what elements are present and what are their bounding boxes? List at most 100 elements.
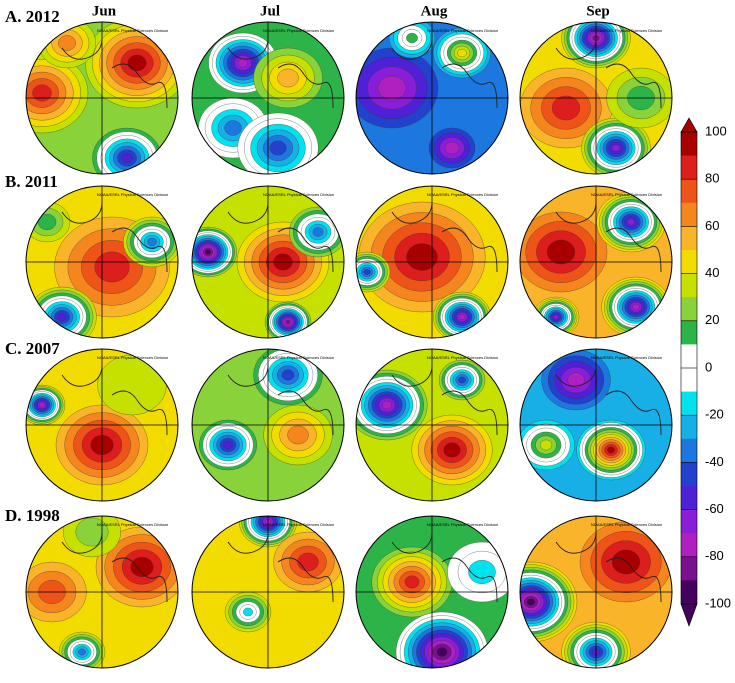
figure: A. 2012 NOAA/ESRL Physical Sciences Divis… (0, 0, 735, 683)
anomaly-contour (457, 49, 466, 57)
anomaly-contour (633, 304, 640, 310)
colorbar-tick-label: -20 (705, 407, 724, 422)
polar-map (485, 516, 672, 682)
credit: NOAA/ESRL Physical Sciences Division (97, 522, 168, 527)
colorbar-segment (681, 203, 697, 227)
anomaly-contour (313, 228, 323, 237)
column-label: Aug (421, 3, 448, 19)
colorbar-tick-label: 40 (705, 265, 719, 280)
anomaly-contour (223, 441, 232, 449)
anomaly-contour (147, 238, 156, 246)
anomaly-contour (278, 69, 299, 87)
anomaly-contour (58, 35, 75, 50)
row-label: A. 2012 (5, 7, 60, 26)
anomaly-contour (612, 145, 620, 152)
anomaly-contour (298, 553, 319, 571)
credit: NOAA/ESRL Physical Sciences Division (427, 192, 498, 197)
colorbar-segment (681, 179, 697, 203)
anomaly-contour (458, 377, 465, 383)
anomaly-contour (238, 59, 248, 67)
colorbar-segment (681, 533, 697, 557)
row-label: B. 2011 (5, 172, 58, 191)
colorbar-tick-label: 60 (705, 218, 719, 233)
column-label: Jul (260, 3, 280, 19)
column-label: Sep (586, 3, 609, 19)
anomaly-contour (627, 219, 634, 225)
anomaly-contour (406, 33, 417, 43)
anomaly-contour (122, 153, 133, 162)
colorbar-segment (681, 226, 697, 250)
colorbar-tick-label: -100 (705, 595, 731, 610)
anomaly-contour (444, 443, 461, 457)
colorbar-segment (681, 321, 697, 345)
anomaly-contour (282, 370, 294, 381)
colorbar-tick-label: -60 (705, 501, 724, 516)
anomaly-contour (468, 560, 495, 584)
credit: NOAA/ESRL Physical Sciences Division (263, 522, 334, 527)
colorbar-tick-label: 0 (705, 359, 712, 374)
colorbar-tick-label: -40 (705, 454, 724, 469)
polar-map (192, 345, 344, 501)
polar-map (192, 22, 344, 183)
colorbar-tick-label: 100 (705, 123, 727, 138)
anomaly-contour (40, 403, 45, 407)
row-label: D. 1998 (5, 506, 60, 525)
colorbar-segment (681, 297, 697, 321)
polar-map (515, 186, 672, 338)
colorbar-segment (681, 156, 697, 180)
anomaly-contour (205, 250, 211, 255)
anomaly-contour (445, 142, 459, 154)
anomaly-contour (243, 608, 252, 616)
colorbar-segment (681, 250, 697, 274)
colorbar-segment (681, 392, 697, 416)
colorbar-tick-label: -80 (705, 548, 724, 563)
anomaly-contour (527, 599, 535, 606)
colorbar-segment (681, 132, 697, 156)
credit: NOAA/ESRL Physical Sciences Division (591, 192, 662, 197)
anomaly-contour (554, 315, 559, 319)
credit: NOAA/ESRL Physical Sciences Division (427, 355, 498, 360)
colorbar-end (681, 118, 697, 132)
polar-map (347, 349, 508, 501)
polar-map (179, 186, 347, 342)
colorbar-segment (681, 368, 697, 392)
polar-map (517, 349, 672, 501)
credit: NOAA/ESRL Physical Sciences Division (97, 192, 168, 197)
polar-map (356, 516, 517, 683)
credit: NOAA/ESRL Physical Sciences Division (97, 355, 168, 360)
polar-map (0, 18, 189, 188)
colorbar-segment (681, 415, 697, 439)
column-label: Jun (92, 3, 117, 19)
anomaly-contour (225, 121, 242, 136)
anomaly-contour (382, 401, 391, 409)
anomaly-contour (286, 320, 291, 324)
anomaly-contour (95, 252, 130, 282)
credit: NOAA/ESRL Physical Sciences Division (591, 355, 662, 360)
anomaly-contour (33, 85, 52, 102)
colorbar-segment (681, 486, 697, 510)
anomaly-contour (612, 550, 640, 574)
anomaly-contour (128, 55, 146, 71)
colorbar-tick-label: 20 (705, 312, 719, 327)
colorbar-tick-label: 80 (705, 171, 719, 186)
credit: NOAA/ESRL Physical Sciences Division (97, 28, 168, 33)
row-label: C. 2007 (5, 339, 60, 358)
polar-map (346, 18, 508, 174)
polar-map (18, 507, 189, 672)
anomaly-contour (607, 447, 614, 453)
anomaly-contour (364, 269, 370, 275)
anomaly-contour (540, 440, 552, 450)
anomaly-contour (437, 647, 448, 656)
anomaly-contour (270, 141, 287, 155)
colorbar-segment (681, 439, 697, 463)
credit: NOAA/ESRL Physical Sciences Division (591, 28, 662, 33)
polar-map (19, 349, 178, 501)
colorbar-segment (681, 580, 697, 604)
anomaly-contour (78, 649, 85, 655)
colorbar-segment (681, 557, 697, 581)
anomaly-contour (378, 76, 406, 100)
colorbar-segment (681, 462, 697, 486)
anomaly-contour (547, 240, 575, 264)
anomaly-contour (58, 313, 67, 321)
colorbar-segment (681, 344, 697, 368)
